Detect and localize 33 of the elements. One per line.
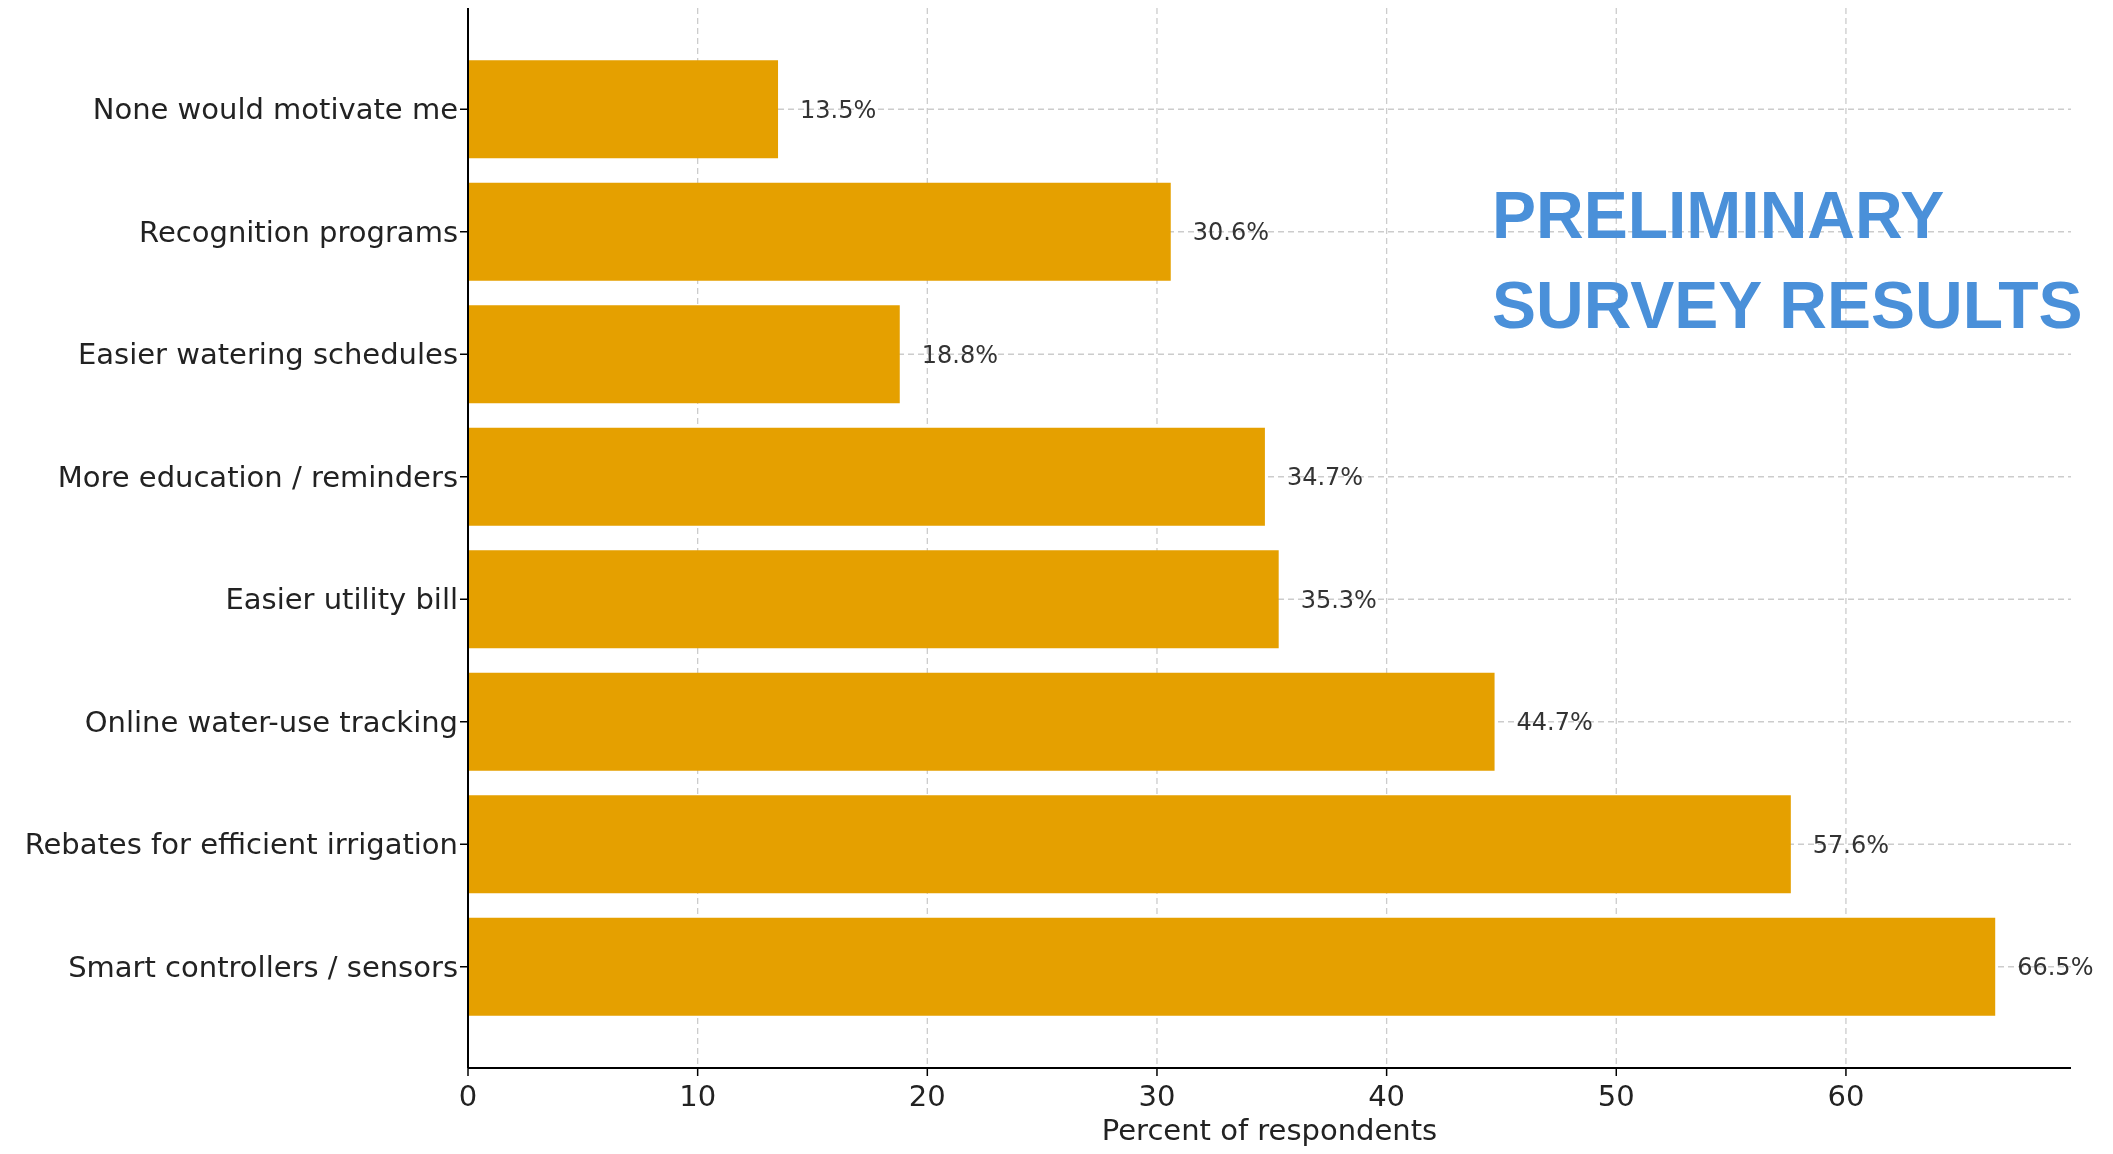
y-tick-label: Rebates for efficient irrigation	[24, 827, 458, 862]
y-tick-label: Recognition programs	[139, 214, 458, 249]
y-tick-label: None would motivate me	[92, 92, 458, 127]
x-tick-label: 50	[1597, 1079, 1635, 1113]
y-tick-label: More education / reminders	[57, 459, 458, 494]
data-label: 66.5%	[2017, 953, 2094, 982]
data-label: 57.6%	[1812, 830, 1890, 859]
x-tick-label: 40	[1368, 1079, 1406, 1113]
bar	[468, 795, 1791, 894]
bar	[468, 305, 900, 404]
data-label: 30.6%	[1192, 218, 1269, 247]
x-axis-title: Percent of respondents	[1101, 1113, 1438, 1147]
y-tick-label: Online water-use tracking	[84, 704, 458, 739]
y-tick-label: Smart controllers / sensors	[68, 949, 458, 984]
x-tick-label: 30	[1138, 1079, 1176, 1113]
x-tick-label: 20	[908, 1079, 946, 1113]
x-tick-label: 10	[679, 1079, 717, 1113]
y-tick-label: Easier utility bill	[225, 582, 458, 617]
bar	[468, 427, 1265, 526]
data-label: 13.5%	[800, 95, 877, 124]
bar	[468, 60, 779, 159]
bar	[468, 672, 1495, 771]
y-tick-label: Easier watering schedules	[77, 337, 458, 372]
bar	[468, 182, 1171, 281]
data-label: 44.7%	[1516, 708, 1593, 737]
x-tick-label: 0	[458, 1079, 478, 1113]
data-label: 35.3%	[1300, 585, 1377, 614]
bar	[468, 917, 1996, 1016]
data-label: 18.8%	[921, 340, 998, 369]
data-label: 34.7%	[1286, 463, 1364, 492]
bar	[468, 550, 1279, 649]
annotation: PRELIMINARY SURVEY RESULTS	[1492, 178, 2083, 342]
x-tick-label: 60	[1827, 1079, 1865, 1113]
